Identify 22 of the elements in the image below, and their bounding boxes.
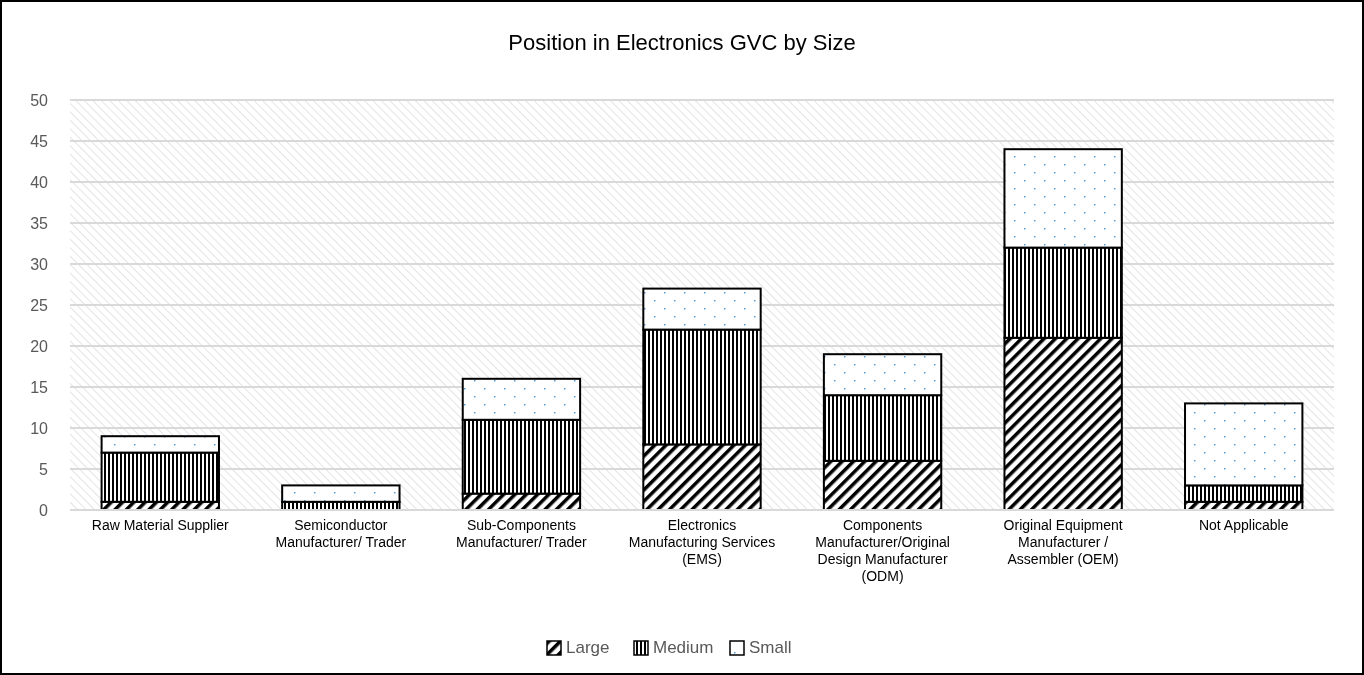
chart-title: Position in Electronics GVC by Size [508,30,856,55]
x-tick-label: Original Equipment Manufacturer / Assembler (OEM) [1003,517,1123,567]
x-tick-label: Not Applicable [1198,517,1289,533]
x-tick-label: Electronics Manufacturing Services (EMS) [628,517,776,567]
y-tick-label: 30 [30,255,49,273]
y-tick-label: 5 [39,460,49,478]
legend-label: Large [566,638,610,657]
legend-label: Medium [653,638,714,657]
y-tick-label: 40 [30,173,49,191]
legend-label: Small [749,638,792,657]
y-tick-label: 0 [39,501,49,519]
x-tick-label: Sub-Components Manufacturer/ Trader [456,517,588,550]
x-tick-label: Components Manufacturer/Original Design Manufacturer (ODM) [815,517,950,584]
y-tick-label: 20 [30,337,49,355]
y-tick-label: 25 [30,296,49,314]
y-tick-label: 10 [30,419,49,437]
y-tick-label: 45 [30,132,49,150]
x-tick-label: Semiconductor Manufacturer/ Trader [275,517,407,550]
y-tick-label: 15 [30,378,49,396]
x-tick-label: Raw Material Supplier [91,517,230,533]
y-tick-label: 50 [30,91,49,109]
y-tick-label: 35 [30,214,49,232]
